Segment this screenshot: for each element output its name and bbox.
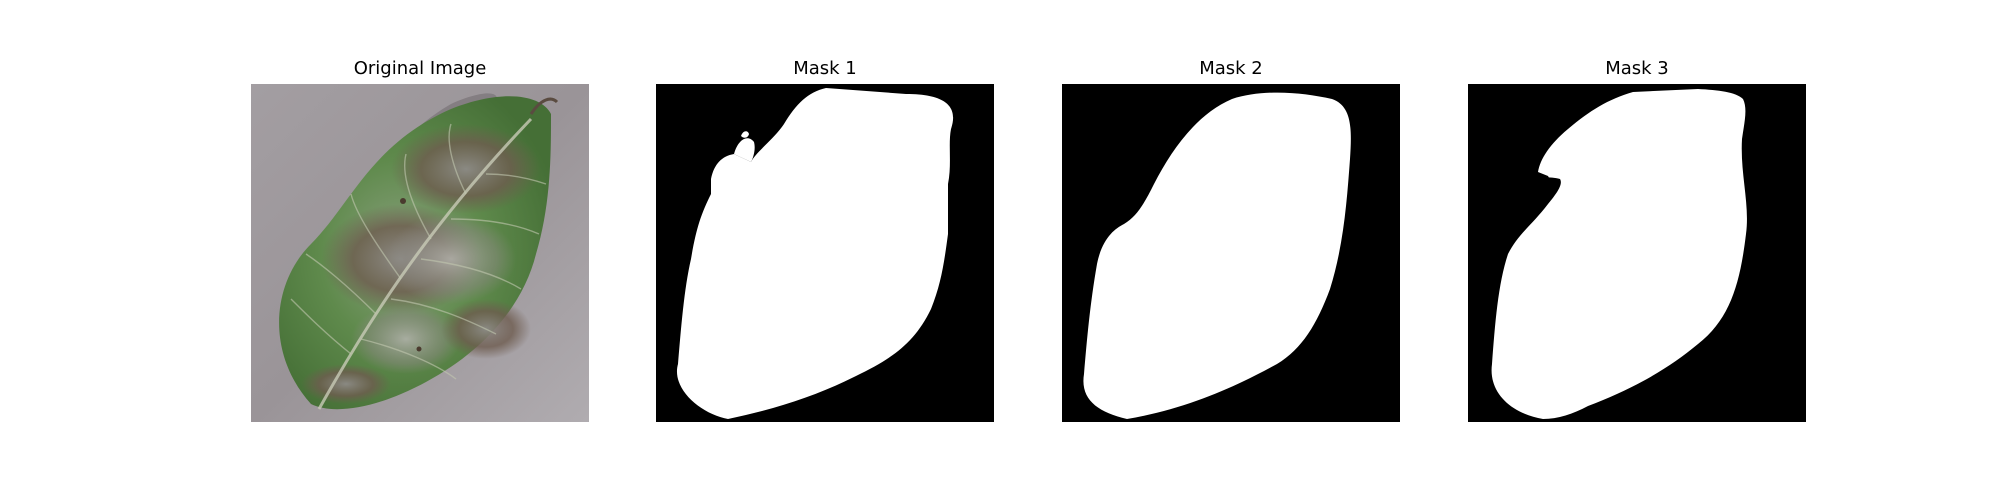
original-leaf-image (251, 84, 589, 422)
original-image-panel: Original Image (251, 57, 589, 422)
mask-2-title: Mask 2 (1199, 58, 1263, 79)
mask-1-title: Mask 1 (793, 58, 857, 79)
mask-3-image (1468, 84, 1806, 422)
mask-3-title: Mask 3 (1605, 58, 1669, 79)
mask-2-panel: Mask 2 (1062, 57, 1400, 422)
mask-1-panel: Mask 1 (656, 57, 994, 422)
mask-2-image (1062, 84, 1400, 422)
mask-3-panel: Mask 3 (1468, 57, 1806, 422)
mask-1-image (656, 84, 994, 422)
original-image-title: Original Image (353, 58, 487, 79)
